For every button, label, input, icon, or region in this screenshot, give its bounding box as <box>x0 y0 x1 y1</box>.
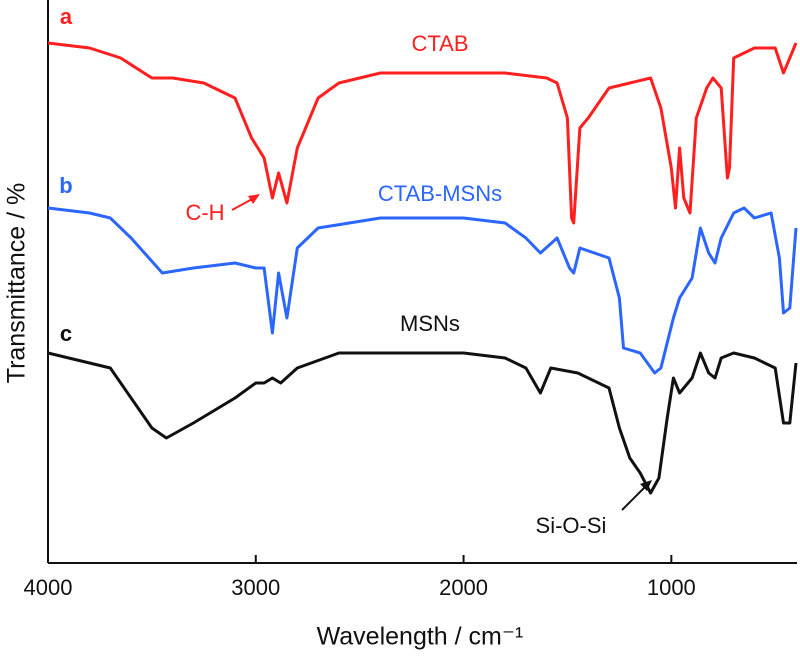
x-axis-label: Wavelength / cm⁻¹ <box>317 623 524 651</box>
annotation: Si-O-Si <box>536 513 607 538</box>
series-letter: b <box>59 173 72 198</box>
arrow <box>621 483 649 511</box>
series-letter: a <box>60 4 73 29</box>
series-line <box>47 206 798 375</box>
series-name: CTAB <box>411 31 468 56</box>
series-name: MSNs <box>400 311 460 336</box>
arrow-head <box>248 194 260 204</box>
series-line <box>47 351 798 495</box>
annotation: C-H <box>185 200 224 225</box>
series-letter: c <box>60 321 72 346</box>
x-tick-label: 1000 <box>647 575 696 600</box>
x-tick-label: 2000 <box>439 575 488 600</box>
x-tick-label: 3000 <box>231 575 280 600</box>
x-tick-label: 4000 <box>24 575 73 600</box>
series-name: CTAB-MSNs <box>378 181 502 206</box>
series-line <box>47 41 798 225</box>
y-axis-label: Transmittance / % <box>3 183 31 384</box>
